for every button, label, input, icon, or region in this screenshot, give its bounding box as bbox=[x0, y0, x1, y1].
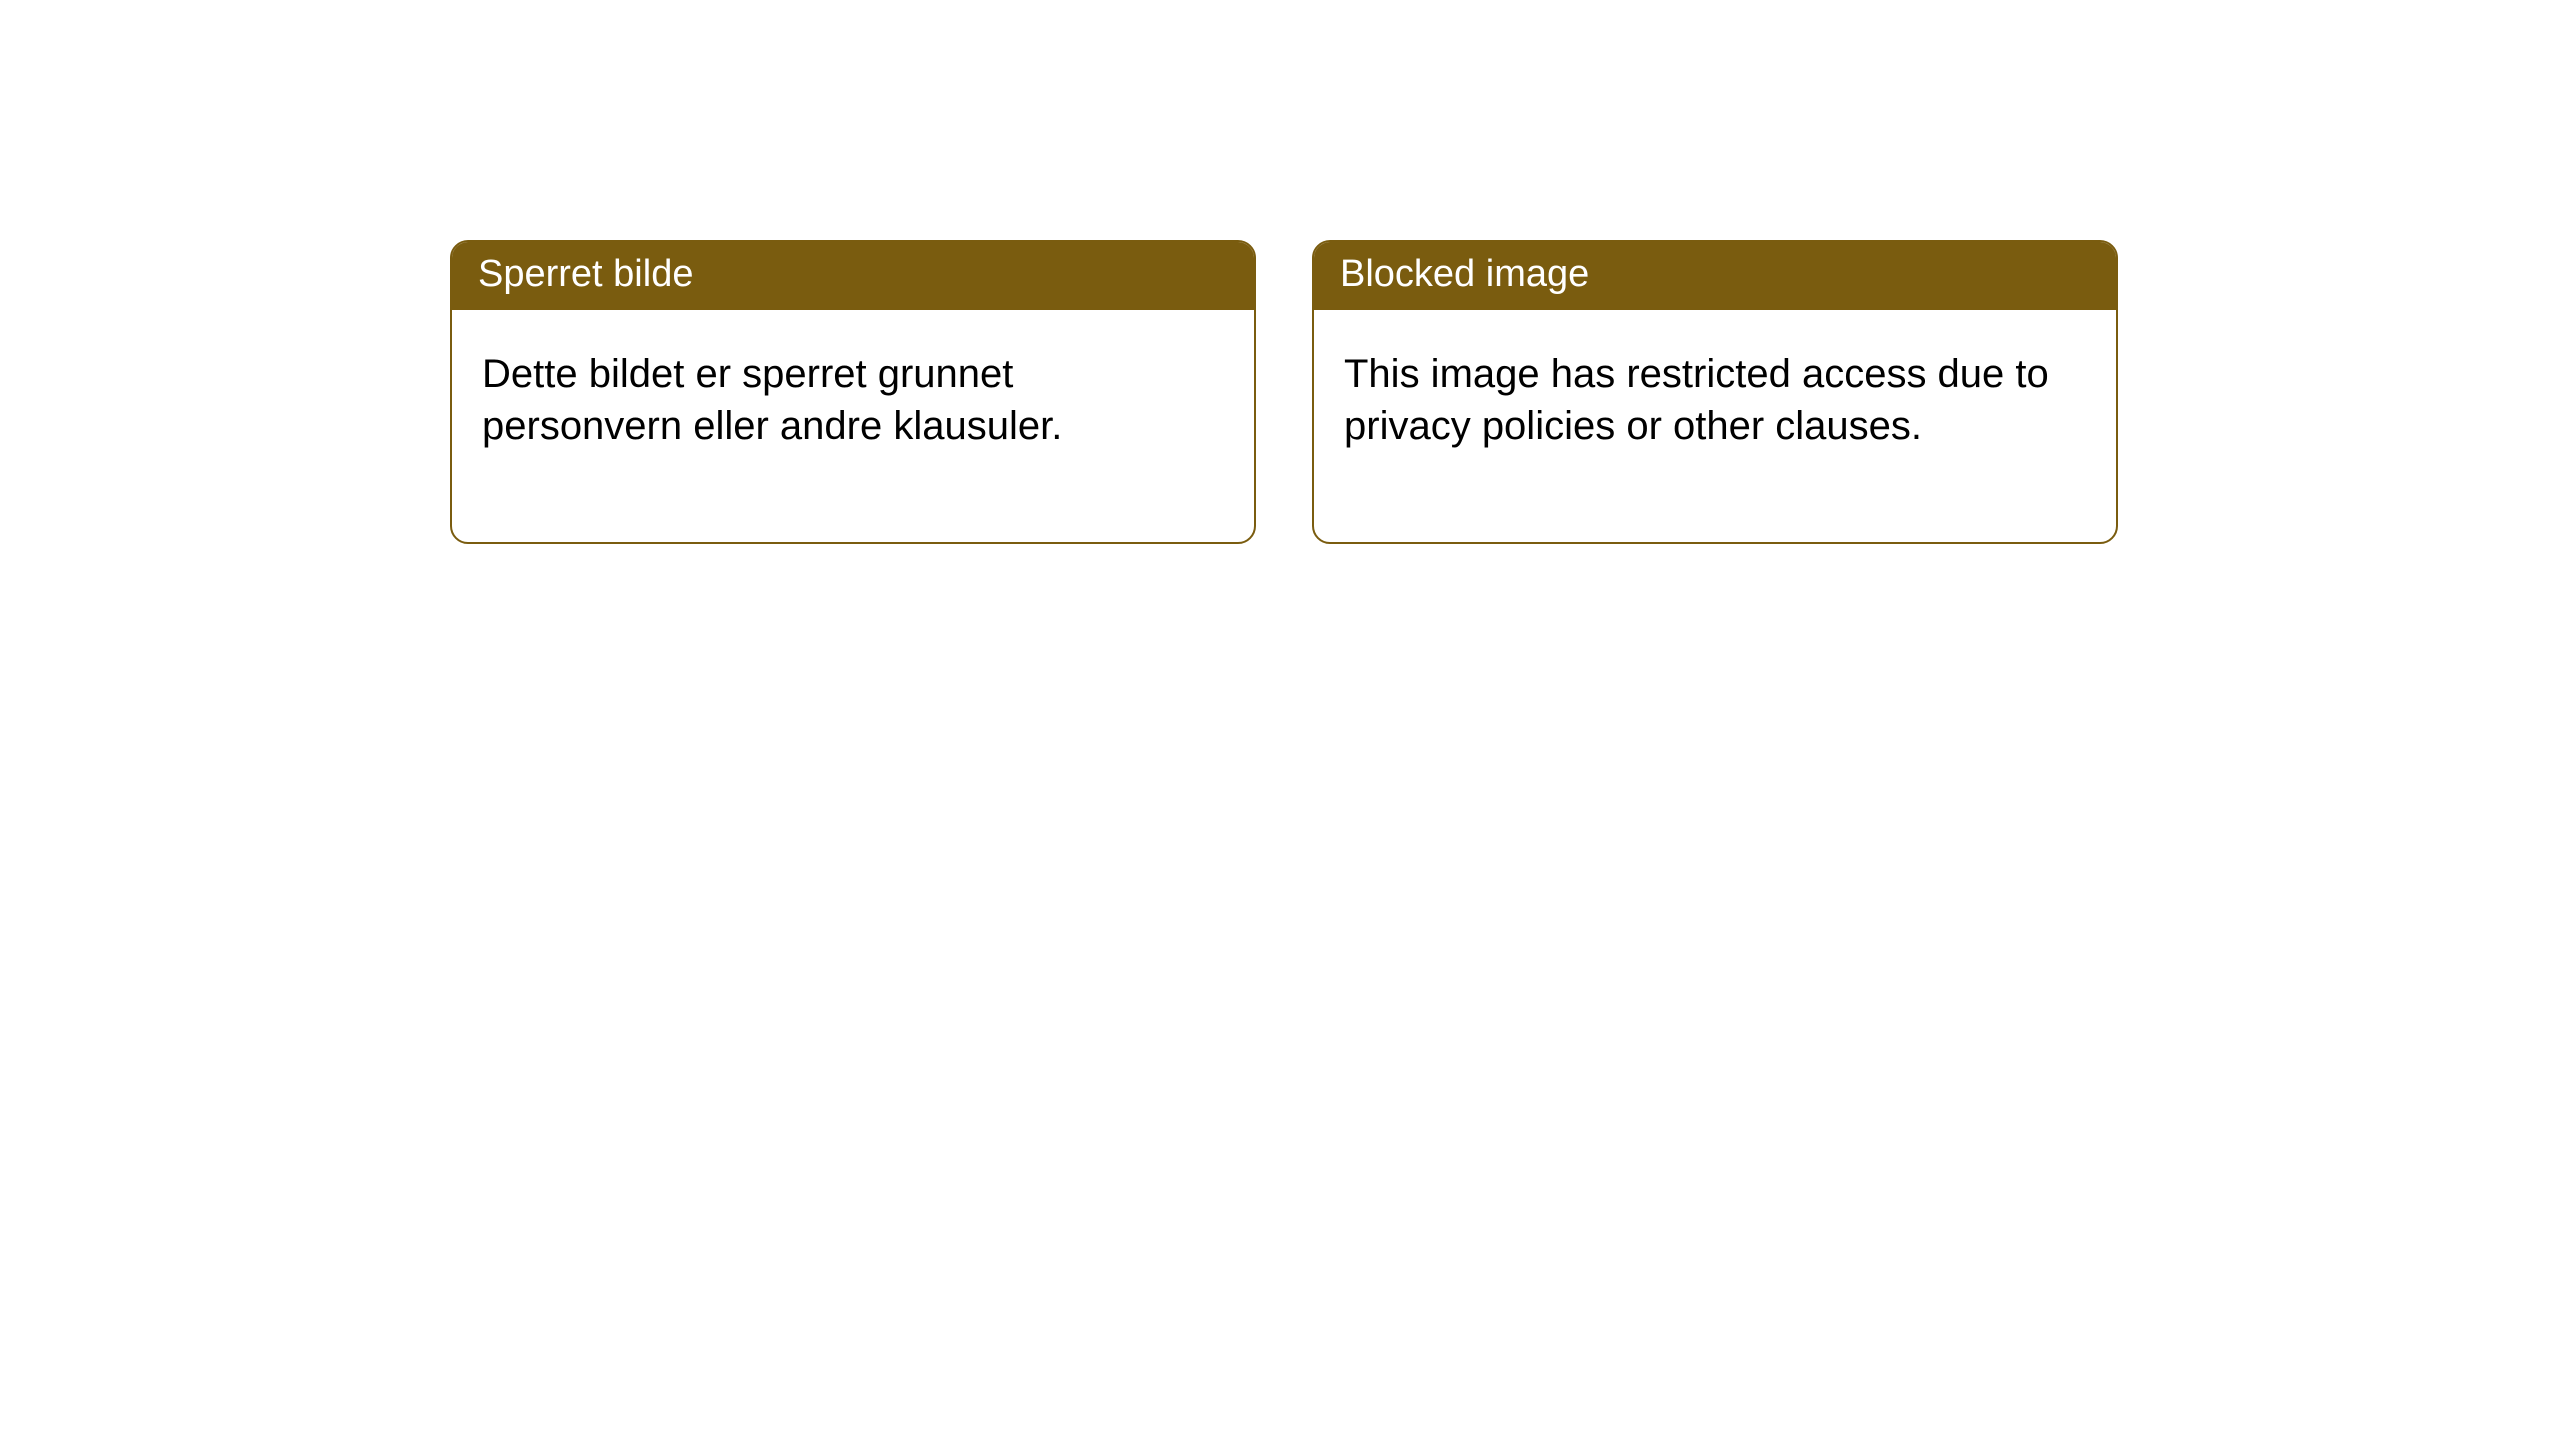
notice-box-norwegian: Sperret bilde Dette bildet er sperret gr… bbox=[450, 240, 1256, 544]
notice-body-norwegian: Dette bildet er sperret grunnet personve… bbox=[452, 310, 1254, 542]
notice-header-norwegian: Sperret bilde bbox=[452, 242, 1254, 310]
notice-body-english: This image has restricted access due to … bbox=[1314, 310, 2116, 542]
notice-header-english: Blocked image bbox=[1314, 242, 2116, 310]
notice-container: Sperret bilde Dette bildet er sperret gr… bbox=[0, 0, 2560, 544]
notice-box-english: Blocked image This image has restricted … bbox=[1312, 240, 2118, 544]
